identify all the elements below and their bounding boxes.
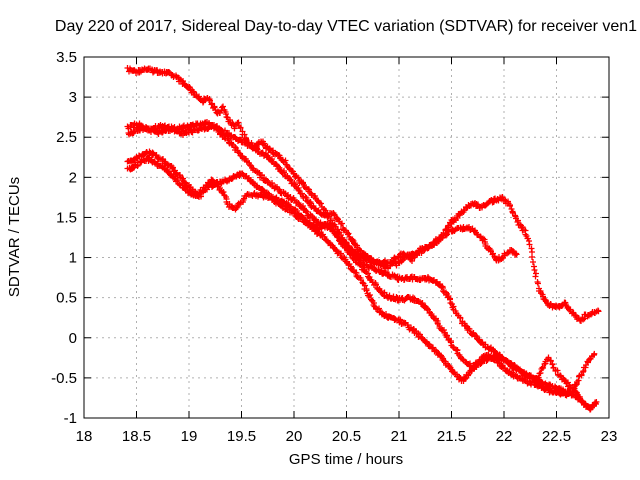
data-series-layer [124,65,602,413]
vtec-trace-2 [125,122,600,412]
axis-ticks [83,56,610,419]
y-tick-label: 2.5 [56,129,77,146]
x-tick-label: 23 [601,428,618,445]
y-tick-label: -0.5 [51,370,77,387]
y-tick-label: 3.5 [56,49,77,66]
x-axis-label: GPS time / hours [289,451,403,468]
x-tick-label: 21 [391,428,408,445]
y-tick-label: 1.5 [56,209,77,226]
x-tick-label: 19 [181,428,198,445]
y-tick-label: -1 [64,410,77,427]
chart-title: Day 220 of 2017, Sidereal Day-to-day VTE… [55,18,637,35]
y-axis-label: SDTVAR / TECUs [6,177,23,297]
y-tick-label: 2 [69,169,77,186]
vtec-trace-5 [124,119,602,324]
x-tick-label: 20 [286,428,303,445]
tick-labels: 18 18.5 19 19.5 20 20.5 21 21.5 22 22.5 23-1-0.500… [51,49,617,445]
y-tick-label: 3 [69,89,77,106]
y-tick-label: 0 [69,330,77,347]
y-tick-label: 0.5 [56,290,77,307]
vtec-trace-3 [124,148,599,413]
x-tick-label: 18.5 [122,428,151,445]
x-tick-label: 18 [76,428,93,445]
x-tick-label: 20.5 [332,428,361,445]
x-tick-label: 22.5 [542,428,571,445]
x-tick-label: 22 [496,428,513,445]
vtec-trace-1 [124,65,520,272]
x-tick-label: 19.5 [227,428,256,445]
x-tick-label: 21.5 [437,428,466,445]
y-tick-label: 1 [69,250,77,267]
